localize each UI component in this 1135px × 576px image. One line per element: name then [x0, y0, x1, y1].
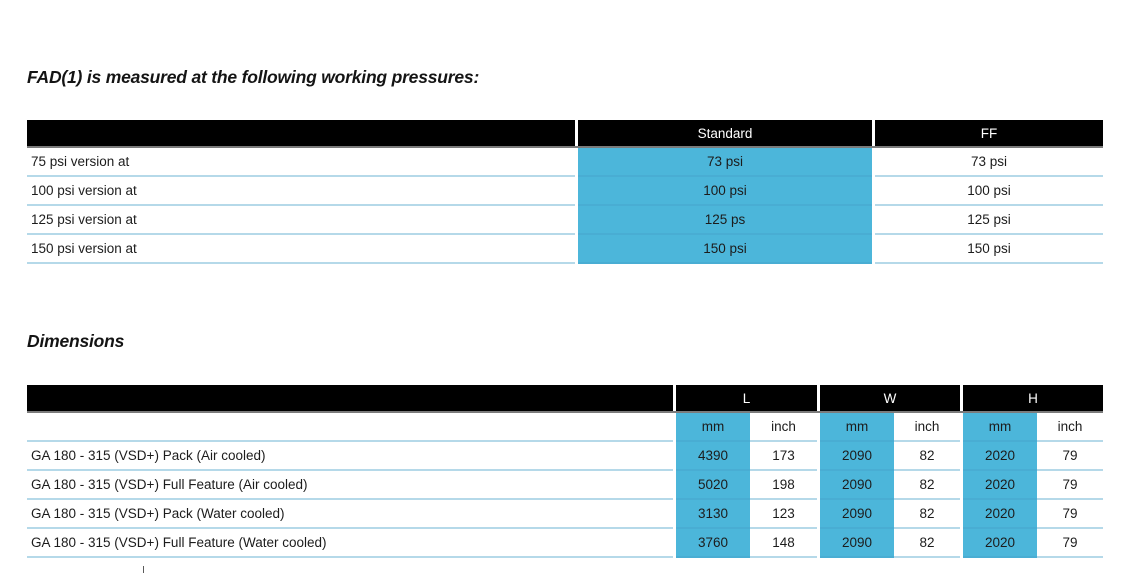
unit-header-inch: inch [894, 413, 960, 442]
table-row: GA 180 - 315 (VSD+) Pack (Water cooled) … [27, 500, 1103, 529]
value-l-mm: 5020 [676, 471, 750, 500]
value-w-mm: 2090 [820, 500, 894, 529]
value-h-mm: 2020 [963, 500, 1037, 529]
pressure-header-standard: Standard [578, 120, 872, 146]
pressure-standard-value: 125 ps [578, 206, 872, 235]
pressure-standard-value: 150 psi [578, 235, 872, 264]
table-row: 125 psi version at 125 ps 125 psi [27, 206, 1103, 235]
value-l-inch: 173 [750, 442, 817, 471]
pressure-standard-value: 100 psi [578, 177, 872, 206]
value-h-inch: 79 [1037, 500, 1103, 529]
unit-header-empty [27, 413, 673, 442]
dimensions-header-L: L [676, 385, 817, 411]
value-h-mm: 2020 [963, 442, 1037, 471]
dimensions-unit-header-row: mm inch mm inch mm inch [27, 413, 1103, 442]
value-w-inch: 82 [894, 442, 960, 471]
pressure-row-label: 100 psi version at [27, 177, 575, 206]
dimensions-row-label: GA 180 - 315 (VSD+) Full Feature (Air co… [27, 471, 673, 500]
pressure-row-label: 150 psi version at [27, 235, 575, 264]
value-l-mm: 3760 [676, 529, 750, 558]
value-l-mm: 4390 [676, 442, 750, 471]
dimensions-header-H: H [963, 385, 1103, 411]
pressure-standard-value: 73 psi [578, 148, 872, 177]
pressure-ff-value: 100 psi [875, 177, 1103, 206]
value-w-inch: 82 [894, 500, 960, 529]
pressure-table: Standard FF 75 psi version at 73 psi 73 … [27, 120, 1103, 264]
table-row: 100 psi version at 100 psi 100 psi [27, 177, 1103, 206]
table-row: GA 180 - 315 (VSD+) Pack (Air cooled) 43… [27, 442, 1103, 471]
table-row: 75 psi version at 73 psi 73 psi [27, 148, 1103, 177]
pressure-ff-value: 73 psi [875, 148, 1103, 177]
value-w-mm: 2090 [820, 471, 894, 500]
dimensions-header-empty [27, 385, 673, 411]
pressure-row-label: 125 psi version at [27, 206, 575, 235]
dimensions-row-label: GA 180 - 315 (VSD+) Pack (Water cooled) [27, 500, 673, 529]
pressure-row-label: 75 psi version at [27, 148, 575, 177]
fad-heading: FAD(1) is measured at the following work… [27, 67, 480, 87]
value-l-inch: 123 [750, 500, 817, 529]
unit-header-inch: inch [1037, 413, 1103, 442]
value-h-inch: 79 [1037, 529, 1103, 558]
value-l-mm: 3130 [676, 500, 750, 529]
dimensions-row-label: GA 180 - 315 (VSD+) Full Feature (Water … [27, 529, 673, 558]
value-h-mm: 2020 [963, 529, 1037, 558]
value-h-inch: 79 [1037, 442, 1103, 471]
table-row: GA 180 - 315 (VSD+) Full Feature (Water … [27, 529, 1103, 558]
unit-header-inch: inch [750, 413, 817, 442]
table-row: GA 180 - 315 (VSD+) Full Feature (Air co… [27, 471, 1103, 500]
value-h-mm: 2020 [963, 471, 1037, 500]
table-row: 150 psi version at 150 psi 150 psi [27, 235, 1103, 264]
dimensions-table-header-row: L W H [27, 385, 1103, 413]
value-w-mm: 2090 [820, 529, 894, 558]
pressure-header-empty [27, 120, 575, 146]
stray-cursor-mark [143, 566, 144, 573]
pressure-ff-value: 150 psi [875, 235, 1103, 264]
pressure-header-ff: FF [875, 120, 1103, 146]
value-l-inch: 148 [750, 529, 817, 558]
dimensions-row-label: GA 180 - 315 (VSD+) Pack (Air cooled) [27, 442, 673, 471]
pressure-ff-value: 125 psi [875, 206, 1103, 235]
value-w-inch: 82 [894, 471, 960, 500]
dimensions-header-W: W [820, 385, 960, 411]
dimensions-table: L W H mm inch mm inch mm inch GA 180 - 3… [27, 385, 1103, 558]
value-h-inch: 79 [1037, 471, 1103, 500]
value-l-inch: 198 [750, 471, 817, 500]
value-w-inch: 82 [894, 529, 960, 558]
value-w-mm: 2090 [820, 442, 894, 471]
unit-header-mm: mm [963, 413, 1037, 442]
pressure-table-header-row: Standard FF [27, 120, 1103, 148]
unit-header-mm: mm [676, 413, 750, 442]
dimensions-heading: Dimensions [27, 331, 125, 351]
unit-header-mm: mm [820, 413, 894, 442]
